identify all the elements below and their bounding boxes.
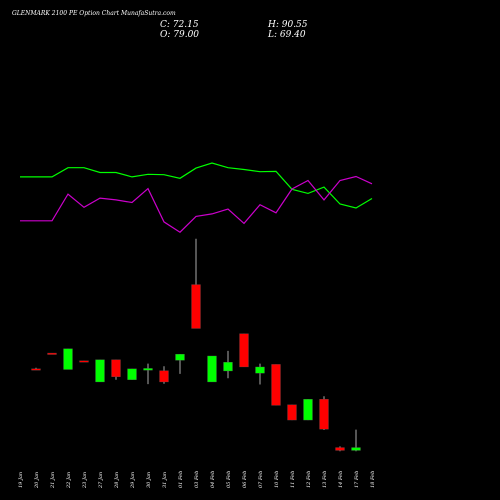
x-tick-label: 13 Feb [322, 471, 328, 488]
high-value: H: 90.55 [267, 20, 308, 30]
candle-down [239, 333, 249, 368]
x-tick-label: 05 Feb [226, 471, 232, 488]
indicator-line-1 [20, 162, 373, 209]
x-tick-label: 21 Jan [50, 472, 56, 489]
candlesticks [31, 238, 361, 452]
indicator-line-2 [20, 175, 373, 233]
candle-down [287, 404, 297, 421]
candle-down [111, 359, 121, 377]
x-tick-label: 23 Jan [82, 472, 88, 489]
candle-down [47, 352, 57, 355]
x-tick-label: 04 Feb [210, 471, 216, 488]
candle-down [271, 364, 281, 406]
candle-up [175, 353, 185, 361]
candle-up [143, 368, 153, 371]
candle-up [207, 355, 217, 383]
candle-up [95, 359, 105, 383]
candle-down [159, 370, 169, 383]
candle-up [223, 362, 233, 372]
candle-down [191, 284, 201, 329]
candle-down [335, 447, 345, 451]
x-tick-label: 31 Jan [162, 472, 168, 488]
x-tick-label: 01 Feb [178, 471, 184, 488]
x-tick-label: 06 Feb [242, 471, 248, 488]
candle-up [351, 447, 361, 451]
x-tick-label: 29 Jan [130, 472, 136, 489]
x-tick-label: 30 Jan [146, 472, 152, 488]
candle-up [127, 368, 137, 380]
x-tick-label: 11 Feb [290, 471, 296, 488]
candle-up [303, 399, 313, 421]
x-tick-label: 17 Feb [354, 471, 360, 488]
x-tick-label: 10 Feb [274, 471, 280, 488]
x-tick-label: 27 Jan [98, 472, 104, 489]
close-value: C: 72.15 [160, 20, 199, 30]
chart-title: GLENMARK 2100 PE Option Chart MunafaSutr… [12, 10, 176, 17]
x-tick-label: 28 Jan [114, 472, 120, 489]
candle-up [255, 366, 265, 374]
x-tick-label: 12 Feb [306, 471, 312, 488]
x-tick-label: 22 Jan [66, 472, 72, 489]
x-tick-label: 14 Feb [338, 471, 344, 488]
x-tick-label: 19 Jan [18, 472, 24, 488]
open-value: O: 79.00 [160, 30, 199, 40]
x-tick-label: 07 Feb [258, 471, 264, 488]
x-tick-label: 03 Feb [194, 471, 200, 488]
low-value: L: 69.40 [267, 30, 306, 40]
candle-down [79, 360, 89, 363]
x-axis-ticks: 19 Jan 20 Jan 21 Jan 22 Jan 23 Jan 27 Jan 28 J… [18, 471, 376, 489]
indicator-lines [20, 162, 373, 233]
candle-down [319, 399, 329, 430]
x-tick-label: 18 Feb [370, 471, 376, 488]
candle-down [31, 368, 41, 371]
candle-up [63, 348, 73, 370]
x-tick-label: 20 Jan [34, 472, 40, 489]
